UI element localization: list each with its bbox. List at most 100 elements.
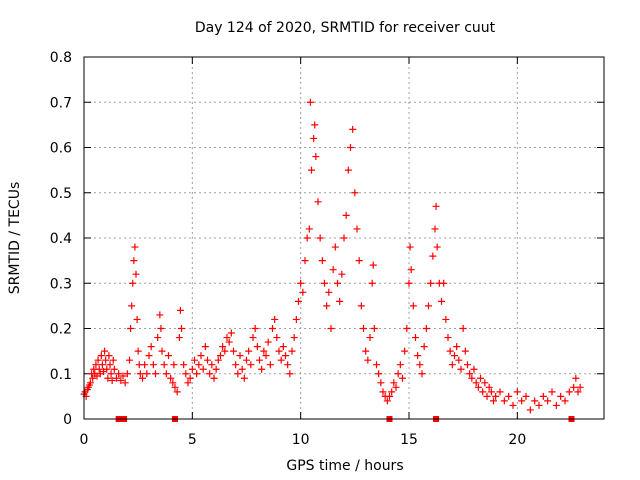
data-point bbox=[375, 370, 383, 378]
data-point bbox=[351, 189, 359, 197]
data-point bbox=[117, 377, 125, 385]
data-point bbox=[366, 334, 374, 342]
data-point bbox=[108, 377, 116, 385]
data-point bbox=[176, 306, 184, 314]
data-point bbox=[206, 370, 214, 378]
data-point bbox=[253, 343, 261, 351]
data-point bbox=[474, 383, 482, 391]
data-point bbox=[574, 388, 582, 396]
data-point bbox=[318, 257, 326, 265]
data-point bbox=[232, 361, 240, 369]
data-point bbox=[576, 383, 584, 391]
data-point bbox=[95, 365, 103, 373]
data-point bbox=[370, 325, 378, 332]
data-point bbox=[513, 388, 521, 396]
data-point bbox=[139, 374, 146, 382]
data-point bbox=[214, 356, 222, 364]
data-point bbox=[230, 347, 237, 355]
data-point bbox=[199, 365, 207, 373]
data-point bbox=[129, 279, 137, 287]
data-point bbox=[130, 257, 138, 265]
x-tick-label: 10 bbox=[292, 432, 310, 448]
data-point bbox=[459, 325, 467, 332]
chart-title: Day 124 of 2020, SRMTID for receiver cuu… bbox=[195, 20, 496, 36]
data-point bbox=[127, 325, 135, 332]
data-point bbox=[369, 261, 377, 269]
data-point bbox=[115, 370, 123, 378]
data-point bbox=[297, 279, 305, 287]
data-point bbox=[204, 356, 211, 364]
data-point bbox=[288, 347, 296, 355]
data-point bbox=[470, 365, 478, 373]
data-point bbox=[292, 315, 300, 323]
data-point bbox=[165, 352, 172, 360]
data-point bbox=[379, 388, 387, 396]
data-point bbox=[492, 392, 500, 400]
data-point bbox=[311, 121, 319, 129]
data-point bbox=[123, 370, 131, 378]
data-point bbox=[132, 270, 140, 278]
data-point bbox=[102, 356, 110, 364]
data-point bbox=[314, 198, 322, 206]
data-point bbox=[290, 334, 298, 342]
data-point bbox=[247, 361, 255, 369]
data-point bbox=[286, 370, 294, 378]
x-tick-label: 5 bbox=[188, 432, 197, 448]
data-point bbox=[422, 325, 430, 332]
data-point bbox=[432, 202, 440, 210]
data-point bbox=[126, 356, 133, 364]
data-point bbox=[240, 374, 248, 382]
data-point bbox=[420, 343, 428, 351]
data-point bbox=[323, 302, 331, 310]
data-point bbox=[170, 361, 178, 369]
data-point bbox=[344, 166, 352, 174]
data-point bbox=[106, 361, 114, 369]
data-point bbox=[152, 370, 159, 378]
data-point bbox=[496, 388, 504, 396]
data-point bbox=[338, 270, 346, 278]
data-point bbox=[141, 361, 149, 369]
data-point bbox=[487, 388, 495, 396]
data-point bbox=[262, 352, 270, 360]
data-point bbox=[433, 243, 441, 251]
data-point bbox=[466, 370, 474, 378]
data-point bbox=[109, 356, 117, 364]
data-point bbox=[223, 334, 231, 342]
data-point bbox=[347, 144, 354, 151]
data-point bbox=[308, 166, 315, 174]
y-axis-label: SRMTID / TECUs bbox=[7, 182, 23, 295]
data-point bbox=[355, 257, 363, 265]
data-point bbox=[104, 374, 112, 382]
data-point bbox=[373, 361, 380, 369]
data-point bbox=[531, 397, 539, 405]
data-point bbox=[238, 365, 246, 373]
y-tick-label: 0.5 bbox=[50, 186, 72, 202]
data-point bbox=[113, 374, 120, 382]
data-point bbox=[184, 379, 192, 387]
data-point bbox=[464, 361, 471, 369]
data-point bbox=[453, 343, 461, 351]
data-point bbox=[182, 370, 190, 378]
data-point bbox=[188, 365, 196, 373]
data-point bbox=[446, 347, 454, 355]
data-point bbox=[243, 356, 250, 364]
data-point bbox=[414, 352, 422, 360]
x-tick-label: 0 bbox=[80, 432, 89, 448]
data-point bbox=[208, 361, 216, 369]
x-tick-label: 20 bbox=[508, 432, 526, 448]
plot-frame bbox=[83, 56, 605, 420]
data-point bbox=[245, 347, 253, 355]
data-point bbox=[264, 338, 272, 346]
data-point bbox=[334, 279, 341, 287]
data-point bbox=[217, 352, 224, 360]
data-point bbox=[485, 383, 493, 391]
data-point bbox=[438, 297, 445, 305]
data-point bbox=[119, 372, 127, 380]
data-point bbox=[284, 361, 292, 369]
data-point bbox=[266, 361, 274, 369]
data-point bbox=[479, 388, 487, 396]
data-point bbox=[121, 379, 129, 387]
data-point bbox=[325, 288, 333, 296]
data-point bbox=[131, 243, 139, 251]
